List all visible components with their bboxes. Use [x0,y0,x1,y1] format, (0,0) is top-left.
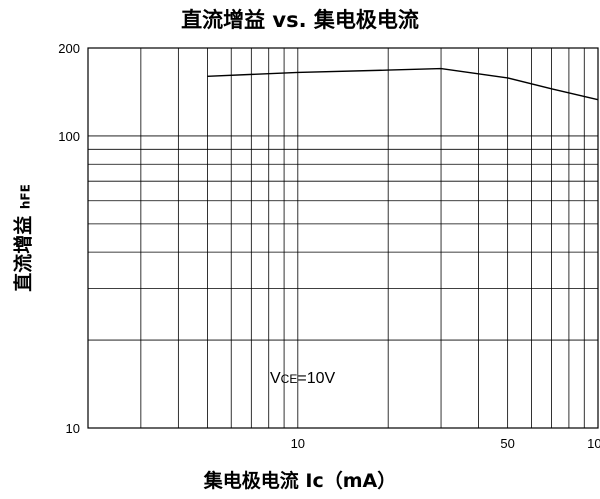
chart-title: 直流增益 vs. 集电极电流 [181,8,419,32]
x-tick-label: 50 [500,436,514,451]
tick-labels: 10 50 100 10 100 200 [58,41,600,451]
y-axis-label: 直流增益 hFE [12,184,35,292]
y-tick-label: 10 [66,421,80,436]
series-line [207,67,599,101]
x-tick-label: 10 [291,436,305,451]
x-axis-label: 集电极电流 Ic（mA） [203,470,397,492]
x-tick-label: 100 [587,436,600,451]
y-axis-label-sub: hFE [18,184,33,210]
y-tick-label: 200 [58,41,80,56]
grid [87,47,599,429]
annotation-vce: VCE=10V [270,370,335,387]
series-group [207,67,599,101]
y-tick-label: 100 [58,129,80,144]
plot-frame [87,47,599,429]
